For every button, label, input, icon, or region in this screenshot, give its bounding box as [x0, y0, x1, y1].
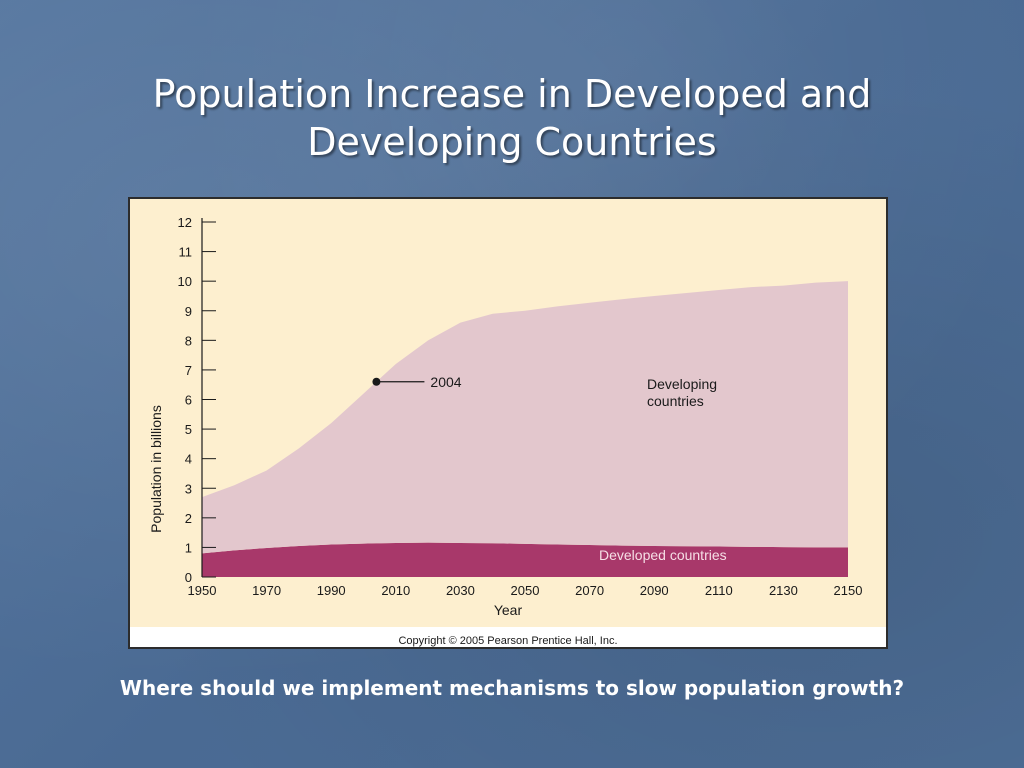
annotation-2004-marker	[372, 377, 381, 386]
area-layer	[202, 281, 848, 577]
x-tick-label: 2070	[575, 583, 604, 598]
y-tick-label: 0	[185, 570, 192, 585]
y-tick-label: 3	[185, 481, 192, 496]
chart-figure: 0 1 2 3 4 5 6 7 8 9 10 11 12 1950 1970 1990 2010 2030 2050…	[128, 197, 888, 649]
x-tick-label: 2010	[381, 583, 410, 598]
developing-countries-label-line-1: Developing	[647, 376, 717, 392]
y-tick-label: 4	[185, 452, 192, 467]
annotation-layer: 2004 Developing countries Developed coun…	[372, 374, 727, 563]
y-tick-label: 5	[185, 422, 192, 437]
y-tick-label: 9	[185, 304, 192, 319]
y-axis-title: Population in billions	[148, 405, 164, 533]
y-tick-label: 10	[178, 274, 192, 289]
x-tick-label: 1970	[252, 583, 281, 598]
x-tick-label: 2090	[640, 583, 669, 598]
slide-title-line-1: Population Increase in Developed and	[152, 72, 872, 116]
area-series-developing-countries	[202, 281, 848, 554]
annotation-2004-label: 2004	[430, 374, 461, 390]
x-tick-label: 2030	[446, 583, 475, 598]
y-tick-label: 8	[185, 333, 192, 348]
slide-title: Population Increase in Developed and Dev…	[0, 70, 1024, 166]
x-tick-label: 2110	[705, 583, 733, 598]
x-tick-label: 2050	[511, 583, 540, 598]
x-tick-label: 2130	[769, 583, 798, 598]
developing-countries-label-line-2: countries	[647, 393, 704, 409]
x-tick-label: 1950	[188, 583, 217, 598]
x-tick-label: 2150	[834, 583, 863, 598]
developed-countries-label: Developed countries	[599, 547, 727, 563]
y-tick-label: 12	[178, 215, 192, 230]
copyright-credit: Copyright © 2005 Pearson Prentice Hall, …	[398, 635, 617, 647]
y-tick-label: 6	[185, 393, 192, 408]
slide-title-line-2: Developing Countries	[307, 120, 717, 164]
x-tick-label: 1990	[317, 583, 346, 598]
y-tick-label: 11	[179, 245, 193, 260]
slide-caption: Where should we implement mechanisms to …	[119, 676, 905, 700]
area-series-developed-countries	[202, 542, 848, 577]
y-tick-label: 7	[185, 363, 192, 378]
y-tick-label: 1	[185, 540, 192, 555]
y-tick-label: 2	[185, 511, 192, 526]
x-axis-title: Year	[494, 602, 523, 618]
